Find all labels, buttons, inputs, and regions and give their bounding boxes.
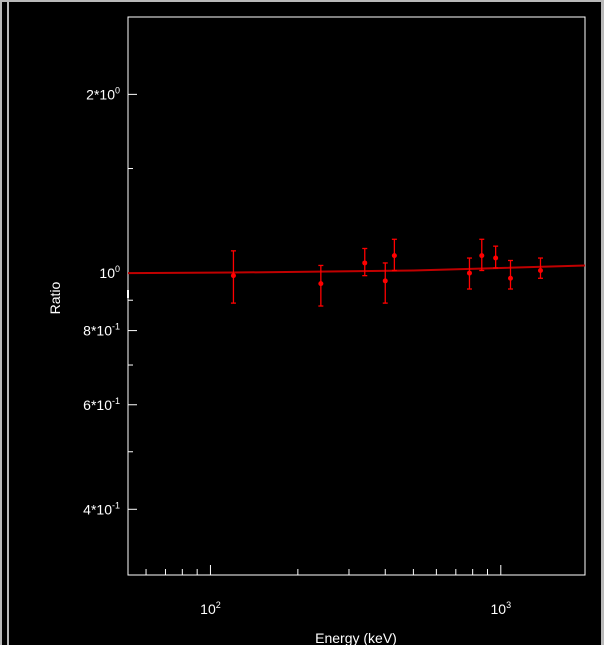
model-curve	[127, 264, 586, 275]
point-marker	[507, 275, 513, 281]
point-marker	[493, 255, 499, 261]
x-tick-label: 102	[200, 600, 221, 617]
x-axis-label: Energy (keV)	[315, 630, 397, 645]
y-tick-label: 8*10-1	[83, 322, 120, 339]
point-marker	[230, 273, 236, 279]
point-marker	[382, 278, 388, 284]
y-tick-label: 100	[99, 264, 120, 281]
point-marker	[479, 253, 485, 259]
point-marker	[537, 267, 543, 273]
point-marker	[318, 281, 324, 287]
data-point	[318, 264, 324, 307]
model-line	[127, 264, 586, 275]
data-point	[537, 257, 543, 279]
window-frame-top	[0, 0, 604, 2]
data-point	[493, 245, 499, 269]
x-axis-ticks: 102 103	[145, 565, 511, 617]
data-points	[230, 238, 543, 307]
data-point	[230, 250, 236, 304]
y-axis-label: Ratio	[47, 281, 63, 314]
data-point	[507, 259, 513, 290]
data-point	[382, 262, 388, 304]
data-point	[479, 238, 485, 272]
point-marker	[391, 253, 397, 259]
data-point	[362, 247, 368, 277]
y-tick-label: 6*10-1	[83, 396, 120, 413]
point-marker	[362, 260, 368, 266]
x-tick-label: 103	[490, 600, 511, 617]
window-frame-left	[0, 0, 2, 645]
point-marker	[466, 270, 472, 276]
axes-box	[127, 16, 586, 576]
y-tick-label: 2*100	[86, 85, 120, 102]
window-frame-right	[601, 0, 604, 645]
axes-frame	[127, 16, 586, 576]
y-tick-label: 4*10-1	[83, 500, 120, 517]
y-axis-ticks: 2*100 100 8*10-1 6*10-1 4*10-1	[83, 85, 137, 517]
data-point	[391, 238, 397, 272]
window-frame-left-inner	[7, 0, 9, 645]
data-point	[466, 257, 472, 290]
